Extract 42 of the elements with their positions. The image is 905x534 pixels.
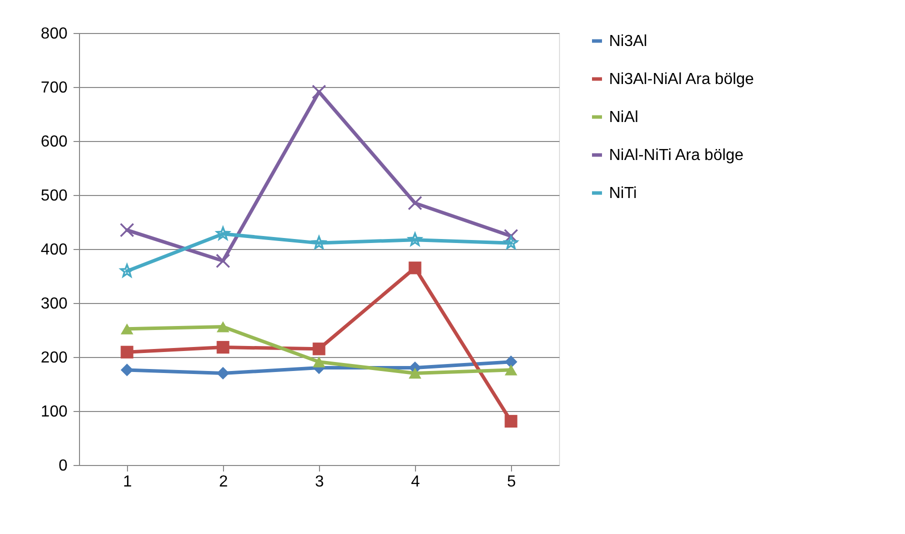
legend-label: NiTi — [609, 185, 637, 202]
point — [408, 368, 422, 379]
point — [504, 414, 518, 428]
legend-label: Ni3Al — [609, 33, 648, 50]
y-tick-label: 100 — [40, 404, 68, 420]
point — [216, 254, 230, 268]
point — [504, 356, 518, 368]
y-tick-label: 800 — [40, 26, 68, 42]
y-tick-label: 500 — [40, 188, 68, 204]
y-tick-label: 600 — [40, 134, 68, 150]
point — [120, 346, 134, 358]
y-tick-label: 300 — [40, 296, 68, 312]
legend-label: NiAl — [609, 109, 638, 126]
point — [216, 226, 230, 240]
y-tick-label: 400 — [40, 242, 68, 258]
point — [216, 366, 230, 380]
point — [408, 262, 422, 274]
legend-label: NiAl-NiTi Ara bölge — [609, 147, 744, 164]
y-tick-label: 0 — [58, 458, 68, 474]
point — [312, 356, 326, 368]
x-tick-label: 1 — [123, 474, 132, 490]
point — [312, 236, 326, 250]
y-tick-label: 700 — [40, 80, 68, 96]
point — [312, 84, 326, 100]
point — [120, 323, 134, 334]
point — [408, 232, 422, 246]
point — [504, 228, 518, 244]
legend-label: Ni3Al-NiAl Ara bölge — [609, 71, 754, 88]
x-tick-label: 3 — [315, 474, 324, 490]
y-tick-label: 200 — [40, 350, 68, 366]
x-tick-label: 2 — [219, 474, 228, 490]
point — [504, 364, 518, 376]
point — [216, 321, 230, 332]
point — [120, 264, 134, 278]
point — [312, 342, 326, 356]
x-tick-label: 5 — [507, 474, 516, 490]
point — [216, 340, 230, 354]
x-tick-label: 4 — [411, 474, 420, 490]
point — [504, 236, 518, 250]
point — [120, 222, 134, 238]
point — [120, 364, 134, 376]
point — [408, 196, 422, 210]
